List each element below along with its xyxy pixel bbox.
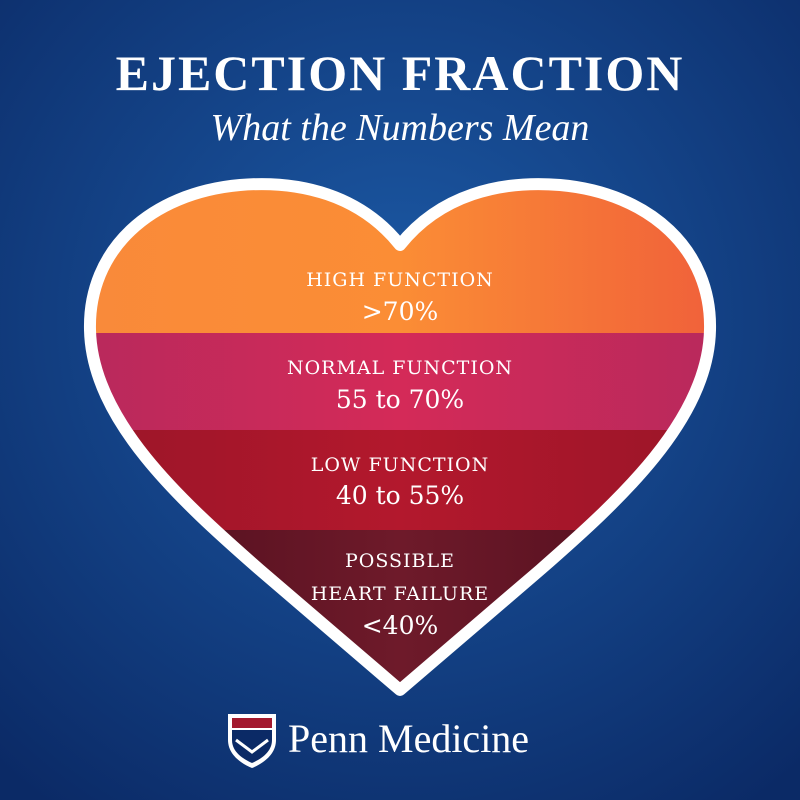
band-label: HIGH FUNCTION [306,269,494,291]
band-label: LOW FUNCTION [311,454,490,476]
band-label: NORMAL FUNCTION [287,357,513,379]
logo-shield [228,714,276,768]
band-range: 55 to 70% [336,385,464,414]
band-label: HEART FAILURE [311,583,489,605]
band-normal [89,333,711,430]
logo-text: Penn Medicine [288,716,529,761]
band-label: POSSIBLE [345,550,455,572]
band-range: >70% [362,297,439,326]
band-range: 40 to 55% [336,481,464,510]
heart-outline [83,178,717,696]
title: EJECTION FRACTION [116,45,685,101]
subtitle: What the Numbers Mean [211,107,590,149]
band-range: <40% [362,611,439,640]
